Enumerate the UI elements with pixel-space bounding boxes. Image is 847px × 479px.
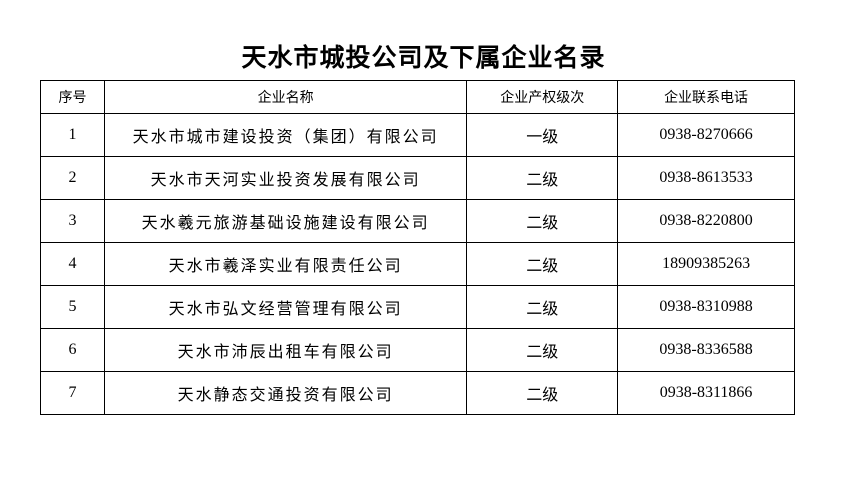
row-number: 1 [40,113,105,157]
company-name: 天水市羲泽实业有限责任公司 [103,242,468,286]
table-row: 1 天水市城市建设投资（集团）有限公司 一级 0938-8270666 [40,113,795,157]
phone-number: 0938-8270666 [617,113,795,157]
phone-number: 0938-8613533 [617,156,795,200]
company-name: 天水市天河实业投资发展有限公司 [103,156,468,200]
header-phone: 企业联系电话 [617,80,795,114]
table-row: 2 天水市天河实业投资发展有限公司 二级 0938-8613533 [40,156,795,200]
table-row: 4 天水市羲泽实业有限责任公司 二级 18909385263 [40,242,795,286]
ownership-level: 二级 [466,328,619,372]
document-title: 天水市城投公司及下属企业名录 [241,43,606,72]
company-name: 天水市城市建设投资（集团）有限公司 [103,113,468,157]
phone-number: 0938-8220800 [617,199,795,243]
ownership-level: 一级 [466,113,619,157]
ownership-level: 二级 [466,156,619,200]
company-table: 序号 企业名称 企业产权级次 企业联系电话 1 天水市城市建设投资（集团）有限公司… [40,80,795,415]
ownership-level: 二级 [466,371,619,415]
row-number: 7 [40,371,105,415]
table-row: 6 天水市沛辰出租车有限公司 二级 0938-8336588 [40,328,795,372]
row-number: 6 [40,328,105,372]
header-row: 序号 企业名称 企业产权级次 企业联系电话 [40,80,795,114]
header-name: 企业名称 [103,80,468,114]
header-level: 企业产权级次 [466,80,619,114]
phone-number: 18909385263 [617,242,795,286]
company-name: 天水市沛辰出租车有限公司 [103,328,468,372]
phone-number: 0938-8310988 [617,285,795,329]
ownership-level: 二级 [466,199,619,243]
phone-number: 0938-8311866 [617,371,795,415]
ownership-level: 二级 [466,242,619,286]
table-row: 7 天水静态交通投资有限公司 二级 0938-8311866 [40,371,795,415]
table-row: 3 天水羲元旅游基础设施建设有限公司 二级 0938-8220800 [40,199,795,243]
ownership-level: 二级 [466,285,619,329]
header-no: 序号 [40,80,105,114]
row-number: 4 [40,242,105,286]
row-number: 3 [40,199,105,243]
row-number: 2 [40,156,105,200]
company-name: 天水羲元旅游基础设施建设有限公司 [103,199,468,243]
table-row: 5 天水市弘文经营管理有限公司 二级 0938-8310988 [40,285,795,329]
row-number: 5 [40,285,105,329]
phone-number: 0938-8336588 [617,328,795,372]
company-name: 天水静态交通投资有限公司 [103,371,468,415]
company-name: 天水市弘文经营管理有限公司 [103,285,468,329]
